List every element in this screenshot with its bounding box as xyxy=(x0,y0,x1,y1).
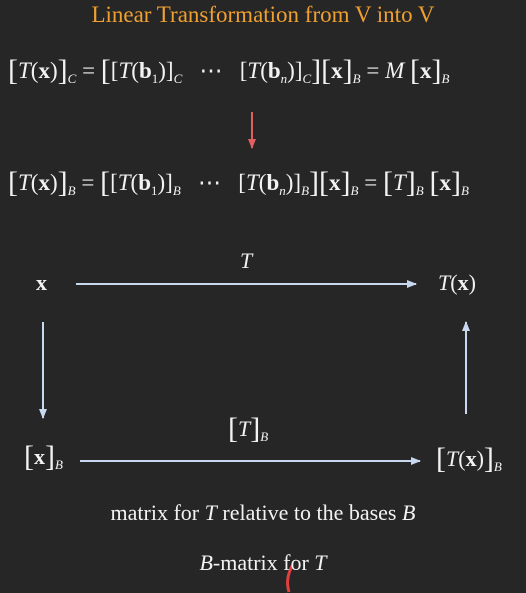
eq2-matrix: T xyxy=(392,170,406,195)
eq2-dots: ⋯ xyxy=(198,170,222,195)
eq1-matrix: M xyxy=(385,58,405,83)
node-top-left: x xyxy=(36,270,47,295)
eq2-col-basis: B xyxy=(172,183,181,198)
bottom-arrow-label: [T]B xyxy=(228,412,269,445)
eq1-col-basis: C xyxy=(173,71,183,86)
top-arrow-label: T xyxy=(240,248,253,273)
pen-cursor-mark xyxy=(286,565,294,593)
eq2-lhs-basis: B xyxy=(67,183,76,198)
caption-matrix-relative: matrix for T relative to the bases B xyxy=(110,500,416,525)
node-bottom-right: [T(x)]B xyxy=(436,442,502,475)
node-top-right: T(x) xyxy=(438,270,476,295)
slide-title: Linear Transformation from V into V xyxy=(91,2,435,27)
eq1-dots: ⋯ xyxy=(199,58,223,83)
equation-2: [T(x)]B = [[T(b1)]B ⋯ [T(bn)]B][x]B = [T… xyxy=(8,166,469,199)
node-bottom-left: [x]B xyxy=(24,440,63,473)
eq1-lhs-basis: C xyxy=(67,71,77,86)
eq1-x-basis: B xyxy=(352,71,361,86)
caption-b-matrix: B-matrix for T xyxy=(199,550,327,575)
eq2-x-basis: B xyxy=(350,183,359,198)
equation-1: [T(x)]C = [[T(b1)]C ⋯ [T(bn)]C][x]B = M … xyxy=(8,54,450,87)
